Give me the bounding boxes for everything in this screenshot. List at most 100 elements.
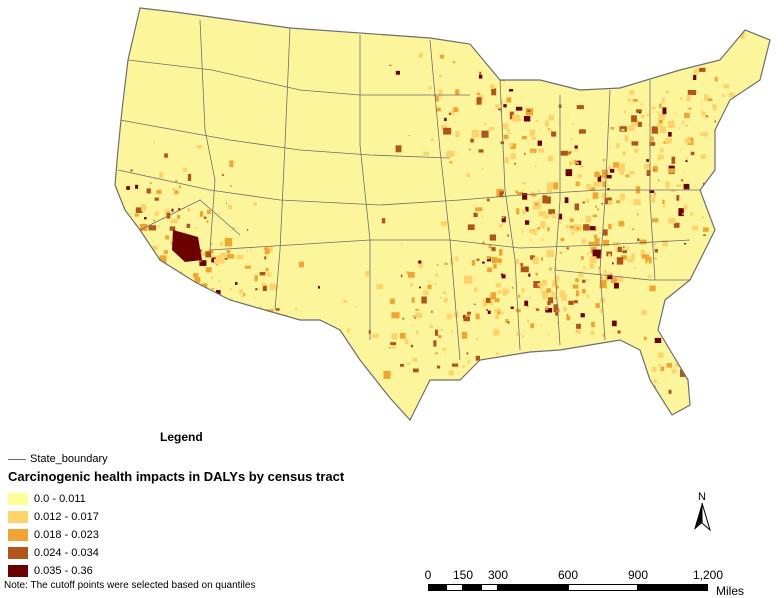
tract-patch [211,276,214,279]
tract-patch [406,362,411,365]
tract-patch [551,280,559,287]
tract-patch [559,213,563,220]
tract-patch [772,72,776,78]
tract-patch [658,179,660,181]
tract-patch [672,119,674,121]
tract-patch [473,212,478,218]
tract-patch [698,359,706,365]
tract-patch [512,114,521,122]
tract-patch [127,219,130,222]
tract-patch [261,282,266,286]
scale-segment [638,584,708,591]
tract-patch [565,169,573,177]
class-label-1: 0.0 - 0.011 [34,493,86,505]
tract-patch [539,197,541,200]
tract-patch [493,264,497,269]
tract-patch [399,333,406,339]
tract-patch [739,180,742,183]
tract-patch [453,107,459,113]
tract-patch [578,129,586,134]
tract-patch [115,247,116,251]
tract-patch [233,304,237,308]
tract-patch [657,123,662,128]
tract-patch [466,172,471,178]
tract-patch [545,120,549,127]
tract-patch [500,110,502,113]
tract-patch [505,319,509,323]
tract-patch [115,213,121,221]
tract-patch [759,107,765,113]
tract-patch [482,261,485,264]
tract-patch [559,251,563,254]
tract-patch [704,131,708,137]
tract-patch [206,293,210,298]
tract-patch [159,255,167,263]
tract-patch [494,314,499,320]
tract-patch [220,253,227,258]
tract-patch [600,308,603,314]
tract-patch [755,177,762,181]
tract-patch [476,92,480,95]
tract-patch [572,122,574,125]
tract-patch [735,169,739,175]
tract-patch [442,312,444,315]
tract-patch [541,279,547,286]
tract-patch [395,70,400,75]
tract-patch [508,58,511,61]
tract-patch [542,315,544,317]
tract-patch [491,88,497,96]
tract-patch [715,129,718,131]
tract-patch [481,168,484,170]
tract-patch [616,257,624,265]
tract-patch [585,184,592,190]
tract-patch [165,266,169,272]
tract-patch [530,148,537,154]
tract-patch [516,259,519,262]
tract-patch [241,295,245,298]
tract-patch [539,287,543,290]
tract-patch [309,324,313,330]
tract-patch [146,188,151,194]
tract-patch [704,94,708,101]
tract-patch [229,160,234,168]
tract-patch [211,288,214,290]
scale-tick-3: 600 [557,568,579,582]
tract-patch [455,89,460,96]
tract-patch [576,323,581,329]
tract-patch [206,220,209,223]
tract-patch [400,274,403,278]
tract-patch [547,182,554,188]
tract-patch [566,315,571,321]
tract-patch [588,241,596,246]
tract-patch [692,225,698,231]
tract-patch [623,62,632,68]
tract-patch [465,399,468,403]
tract-patch [531,193,537,197]
tract-patch [607,37,609,40]
tract-patch [516,332,519,337]
tract-patch [529,135,531,137]
quantile-note: Note: The cutoff points were selected ba… [4,580,256,591]
tract-patch [456,258,459,261]
tract-patch [487,267,492,273]
tract-patch [594,238,600,247]
class-label-2: 0.012 - 0.017 [34,511,99,523]
tract-patch [624,110,627,114]
tract-patch [148,225,157,231]
tract-patch [699,132,705,136]
tract-patch [378,392,383,398]
tract-patch [571,231,575,235]
tract-patch [627,259,634,263]
tract-patch [178,185,181,189]
legend-class: 0.024 - 0.034 [8,544,99,562]
tract-patch [436,264,439,266]
tract-patch [253,202,257,206]
tract-patch [551,131,557,137]
tract-patch [169,240,173,245]
tract-patch [691,329,695,333]
tract-patch [412,358,418,362]
tract-patch [477,365,482,368]
tract-patch [541,324,543,327]
tract-patch [431,310,433,313]
tract-patch [205,267,212,273]
